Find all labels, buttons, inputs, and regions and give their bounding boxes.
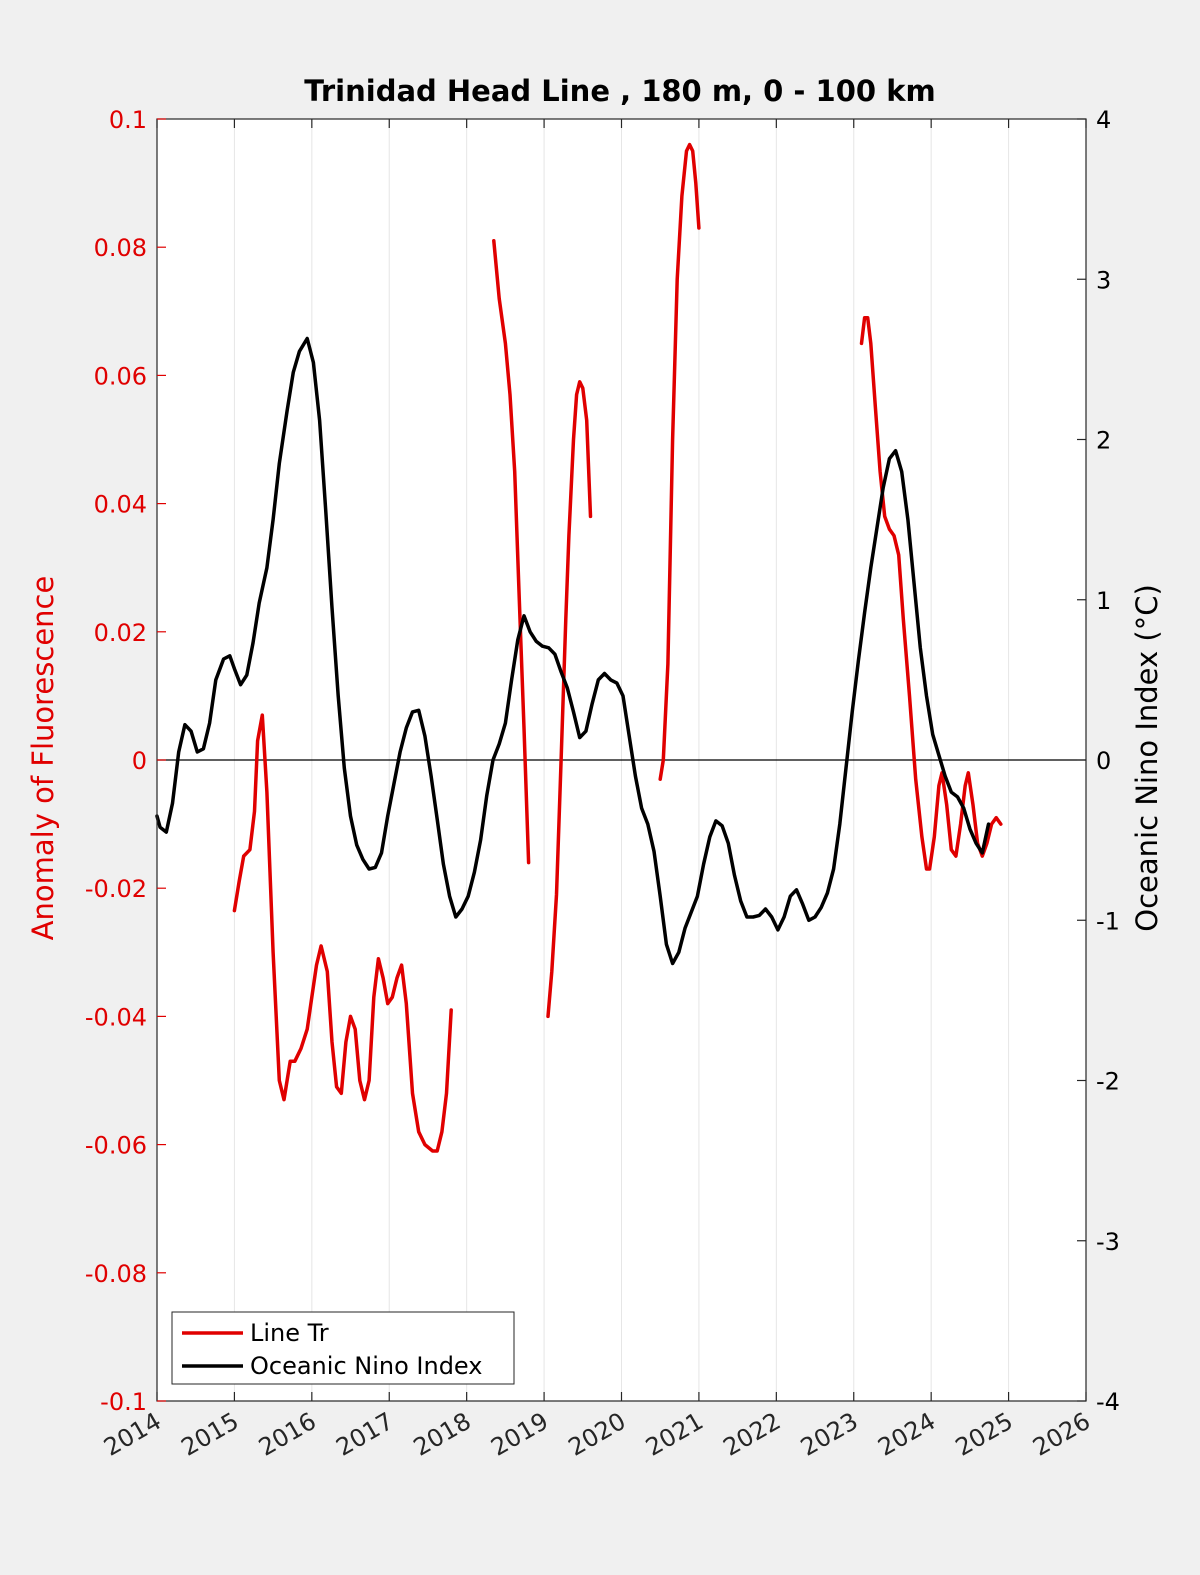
y-right-tick-label: -2 [1096, 1068, 1120, 1096]
y-left-tick-label: -0.08 [85, 1260, 147, 1288]
oni-segment [155, 336, 991, 966]
y-axis-left-label: Anomaly of Fluorescence [26, 576, 60, 941]
x-tick-label: 2021 [641, 1407, 708, 1462]
x-tick-label: 2023 [796, 1407, 863, 1462]
legend-label-oni: Oceanic Nino Index [250, 1352, 482, 1380]
chart-title: Trinidad Head Line , 180 m, 0 - 100 km [304, 74, 935, 108]
line-tr-segment [546, 380, 593, 1019]
x-tick-label: 2017 [331, 1407, 398, 1462]
series-line-tr [232, 142, 1003, 1153]
y-right-tick-label: -3 [1096, 1228, 1120, 1256]
y-left-tick-label: -0.02 [85, 875, 147, 903]
legend-label-line-tr: Line Tr [250, 1319, 329, 1347]
y-left-tick-label: 0.04 [94, 491, 147, 519]
y-left-tick-label: -0.1 [100, 1388, 147, 1416]
y-left-tick-label: 0.06 [94, 362, 147, 390]
x-tick-label: 2020 [564, 1407, 631, 1462]
y-left-tick-label: 0 [132, 747, 147, 775]
y-right-tick-label: 4 [1096, 106, 1111, 134]
x-tick-label: 2019 [486, 1407, 553, 1462]
y-left-tick-label: 0.1 [109, 106, 147, 134]
y-right-tick-label: 2 [1096, 427, 1111, 455]
y-right-tick-label: 3 [1096, 266, 1111, 294]
y-axis-right-label: Oceanic Nino Index (°C) [1130, 584, 1164, 932]
y-left-tick-label: 0.02 [94, 619, 147, 647]
line-tr-segment [859, 315, 1003, 871]
line-tr-segment [658, 142, 701, 781]
x-tick-label: 2022 [718, 1407, 785, 1462]
line-tr-segment [492, 239, 531, 865]
x-tick-label: 2018 [409, 1407, 476, 1462]
x-tick-label: 2015 [177, 1407, 244, 1462]
y-right-tick-label: 0 [1096, 747, 1111, 775]
legend: Line Tr Oceanic Nino Index [171, 1311, 515, 1385]
y-right-tick-label: -1 [1096, 907, 1120, 935]
line-tr-segment [232, 713, 453, 1153]
x-tick-label: 2024 [873, 1407, 940, 1462]
legend-box [171, 1311, 515, 1385]
y-left-tick-label: 0.08 [94, 234, 147, 262]
y-left-tick-label: -0.06 [85, 1132, 147, 1160]
series-oni [155, 336, 991, 966]
y-left-tick-label: -0.04 [85, 1003, 147, 1031]
series-layer [155, 142, 1003, 1153]
x-tick-label: 2025 [951, 1407, 1018, 1462]
x-tick-label: 2016 [254, 1407, 321, 1462]
x-tick-label: 2026 [1028, 1407, 1095, 1462]
y-right-tick-label: -4 [1096, 1388, 1120, 1416]
y-right-tick-label: 1 [1096, 587, 1111, 615]
